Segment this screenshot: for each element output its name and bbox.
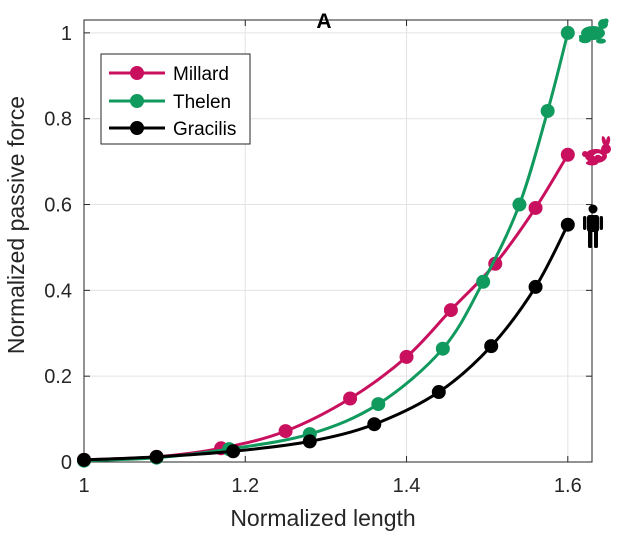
x-axis-title: Normalized length — [230, 505, 415, 531]
legend: Millard Thelen Gracilis — [100, 53, 251, 145]
data-point-gracilis — [431, 385, 446, 400]
x-tick-label: 1.4 — [393, 475, 421, 497]
y-tick-label: 0 — [61, 452, 72, 474]
data-point-gracilis — [226, 444, 241, 459]
frog-icon — [579, 18, 609, 44]
y-tick-label: 0.8 — [44, 109, 72, 131]
data-point-gracilis — [528, 279, 543, 294]
series-layer — [77, 25, 575, 468]
data-point-thelen — [476, 274, 491, 289]
data-point-millard — [560, 147, 575, 162]
tick-layer: 1 1.2 1.4 1.6 0 0.2 0.4 0.6 0.8 1 — [44, 20, 592, 497]
data-point-thelen — [371, 397, 386, 412]
y-tick-label: 1 — [61, 23, 72, 45]
data-point-gracilis — [560, 217, 575, 232]
data-point-gracilis — [302, 434, 317, 449]
data-point-gracilis — [149, 449, 164, 464]
data-point-gracilis — [484, 339, 499, 354]
legend-marker-millard — [130, 66, 144, 80]
legend-marker-gracilis — [130, 121, 144, 135]
data-point-millard — [343, 391, 358, 406]
person-icon — [583, 204, 603, 248]
y-axis-title: Normalized passive force — [3, 96, 29, 354]
y-tick-label: 0.4 — [44, 280, 72, 302]
data-point-thelen — [435, 341, 450, 356]
legend-label-gracilis: Gracilis — [173, 119, 236, 140]
x-tick-label: 1.2 — [231, 475, 259, 497]
legend-label-thelen: Thelen — [173, 92, 231, 113]
data-point-gracilis — [367, 417, 382, 432]
data-point-millard — [278, 424, 293, 439]
y-tick-label: 0.2 — [44, 366, 72, 388]
data-point-gracilis — [77, 452, 91, 467]
chart-title: A — [316, 10, 331, 33]
data-point-thelen — [540, 103, 555, 118]
legend-marker-thelen — [130, 94, 144, 108]
x-tick-label: 1 — [78, 475, 89, 497]
data-point-millard — [443, 303, 458, 318]
data-point-millard — [399, 349, 414, 364]
rabbit-icon — [582, 136, 611, 166]
x-tick-label: 1.6 — [554, 475, 582, 497]
legend-label-millard: Millard — [173, 64, 229, 85]
y-tick-label: 0.6 — [44, 195, 72, 217]
data-point-thelen — [512, 197, 527, 212]
data-point-millard — [528, 200, 543, 215]
data-point-thelen — [560, 25, 575, 40]
